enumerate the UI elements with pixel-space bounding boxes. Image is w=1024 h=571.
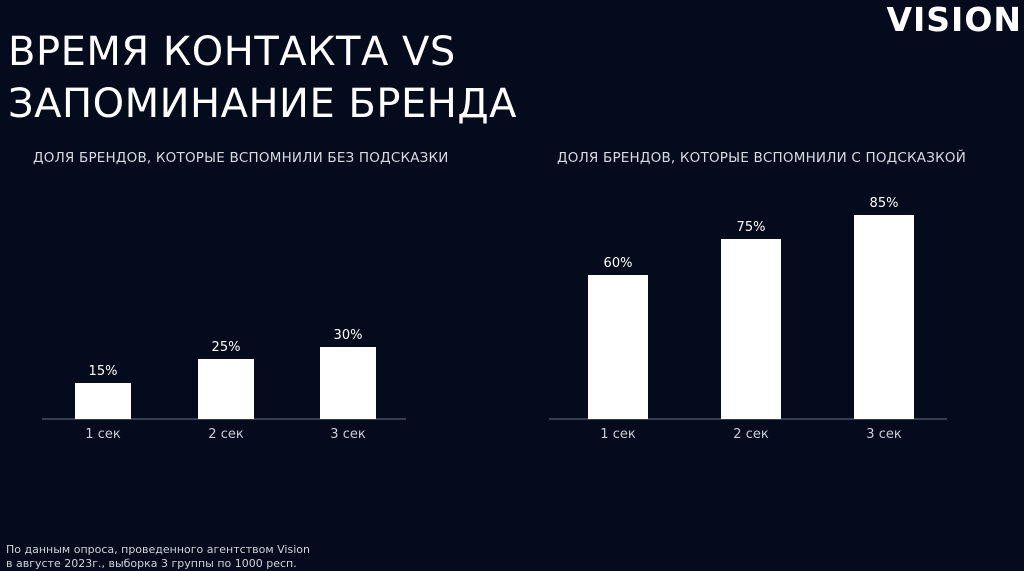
chart-1-value-label-3: 30% [334,328,363,343]
chart-1-bar-2 [198,359,254,419]
chart-2-value-label-1: 60% [604,256,633,271]
chart-1-bar-1 [75,383,131,419]
source-footnote: По данным опроса, проведенного агентство… [6,543,310,571]
chart-2-category-label-1: 1 сек [600,427,636,442]
page-title: ВРЕМЯ КОНТАКТА VS ЗАПОМИНАНИЕ БРЕНДА [8,26,517,130]
source-footnote-line-1: По данным опроса, проведенного агентство… [6,543,310,556]
page-title-line-1: ВРЕМЯ КОНТАКТА VS [8,29,456,75]
chart-2-value-label-3: 85% [870,196,899,211]
chart-1-value-label-1: 15% [89,364,118,379]
chart-2-bar-3 [854,215,914,419]
chart-2-bar-1 [588,275,648,419]
chart-1-title: ДОЛЯ БРЕНДОВ, КОТОРЫЕ ВСПОМНИЛИ БЕЗ ПОДС… [33,150,449,166]
chart-1-bar-3 [320,347,376,419]
chart-2-category-label-2: 2 сек [733,427,769,442]
source-footnote-line-2: в августе 2023г., выборка 3 группы по 10… [6,557,297,570]
chart-2-title: ДОЛЯ БРЕНДОВ, КОТОРЫЕ ВСПОМНИЛИ С ПОДСКА… [557,150,967,166]
chart-1-category-label-3: 3 сек [330,427,366,442]
chart-2-bar-2 [721,239,781,419]
chart-2-value-label-2: 75% [737,220,766,235]
brand-logo: VISION [886,0,1022,39]
chart-1-category-label-2: 2 сек [208,427,244,442]
page-title-line-2: ЗАПОМИНАНИЕ БРЕНДА [8,81,517,127]
chart-2-category-label-3: 3 сек [866,427,902,442]
chart-1-value-label-2: 25% [212,340,241,355]
chart-1-category-label-1: 1 сек [85,427,121,442]
